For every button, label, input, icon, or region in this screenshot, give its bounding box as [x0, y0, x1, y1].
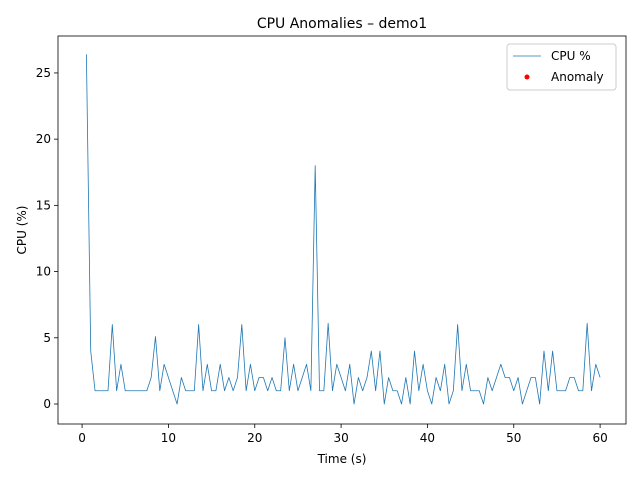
chart-title: CPU Anomalies – demo1 [257, 16, 427, 32]
x-tick-label: 60 [592, 431, 607, 445]
x-tick-label: 40 [420, 431, 435, 445]
x-tick-label: 50 [506, 431, 521, 445]
y-tick-label: 5 [43, 331, 51, 345]
legend-label: CPU % [551, 49, 591, 63]
x-axis-label: Time (s) [317, 452, 367, 466]
x-tick-label: 20 [247, 431, 262, 445]
x-tick-label: 0 [78, 431, 86, 445]
x-tick-label: 30 [333, 431, 348, 445]
y-axis-label: CPU (%) [15, 206, 29, 255]
x-tick-label: 10 [161, 431, 176, 445]
legend-label: Anomaly [551, 70, 604, 84]
y-tick-label: 25 [36, 66, 51, 80]
y-tick-label: 0 [43, 397, 51, 411]
y-tick-label: 10 [36, 265, 51, 279]
legend-marker [524, 74, 530, 80]
y-tick-label: 15 [36, 198, 51, 212]
y-tick-label: 20 [36, 132, 51, 146]
axes-frame [57, 35, 627, 425]
legend-box [506, 43, 617, 91]
cpu-line [86, 54, 601, 405]
